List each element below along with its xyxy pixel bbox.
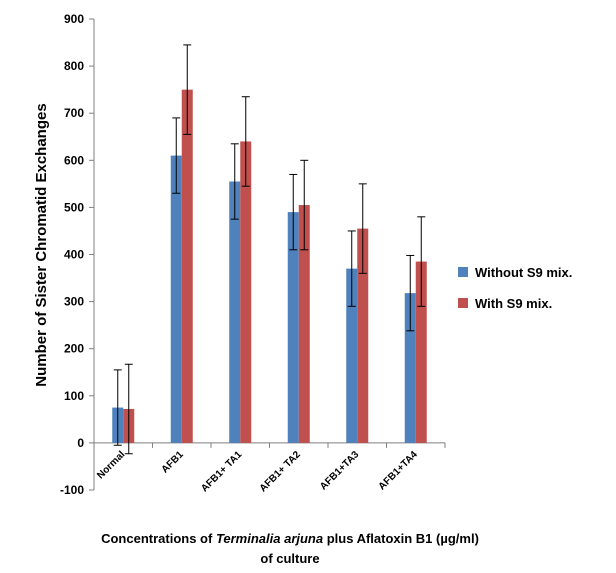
y-tick-label: 500 [64, 200, 84, 214]
error-bars [113, 44, 426, 455]
y-tick-label: 100 [64, 389, 84, 403]
y-tick-label: 400 [64, 248, 84, 262]
bar-with-s9 [298, 205, 310, 443]
y-tick-label: 900 [64, 12, 84, 26]
legend-swatch-with-s9 [458, 298, 468, 308]
category-label: Normal [95, 449, 127, 481]
bar-without-s9 [170, 155, 182, 443]
y-tick-label: 600 [64, 153, 84, 167]
category-label: AFB1+TA3 [318, 449, 362, 493]
x-axis-label-line1: Concentrations of Terminalia arjuna plus… [101, 531, 479, 546]
y-tick-label: 800 [64, 59, 84, 73]
bars [112, 89, 427, 443]
y-tick-label: 200 [64, 342, 84, 356]
y-tick-label: 700 [64, 106, 84, 120]
legend-label-with-s9: With S9 mix. [475, 296, 552, 311]
x-axis-label-part1: Concentrations of [101, 531, 216, 546]
legend-label-without-s9: Without S9 mix. [475, 265, 572, 280]
category-label: AFB1+TA4 [377, 449, 421, 493]
y-tick-label: -100 [60, 483, 84, 497]
bar-without-s9 [229, 181, 241, 443]
y-tick-label: 300 [64, 295, 84, 309]
category-labels: Normal AFB1 AFB1+ TA1 AFB1+ TA2 AFB1+TA3 AFB1… [95, 449, 420, 494]
bar-with-s9 [240, 141, 252, 443]
bar-without-s9 [404, 293, 416, 443]
x-axis-label-species: Terminalia arjuna [216, 531, 323, 546]
y-tick-labels: -100 0 100 200 300 400 500 600 700 800 900 [60, 12, 84, 497]
legend: Without S9 mix. With S9 mix. [458, 265, 572, 311]
x-axis-label-part2: plus Aflatoxin B1 (µg/ml) [323, 531, 479, 546]
category-label: AFB1+ TA1 [199, 449, 244, 494]
bar-with-s9 [181, 89, 193, 443]
bar-without-s9 [287, 212, 299, 443]
x-axis-label-line2: of culture [260, 551, 319, 566]
axes [89, 18, 446, 491]
bar-with-s9 [357, 228, 369, 443]
bar-with-s9 [415, 261, 427, 443]
y-axis-label: Number of Sister Chromatid Exchanges [33, 103, 50, 386]
category-label: AFB1+ TA2 [258, 449, 303, 494]
y-tick-label: 0 [77, 436, 84, 450]
legend-swatch-without-s9 [458, 267, 468, 277]
category-label: AFB1 [160, 449, 187, 476]
bar-without-s9 [346, 268, 358, 443]
